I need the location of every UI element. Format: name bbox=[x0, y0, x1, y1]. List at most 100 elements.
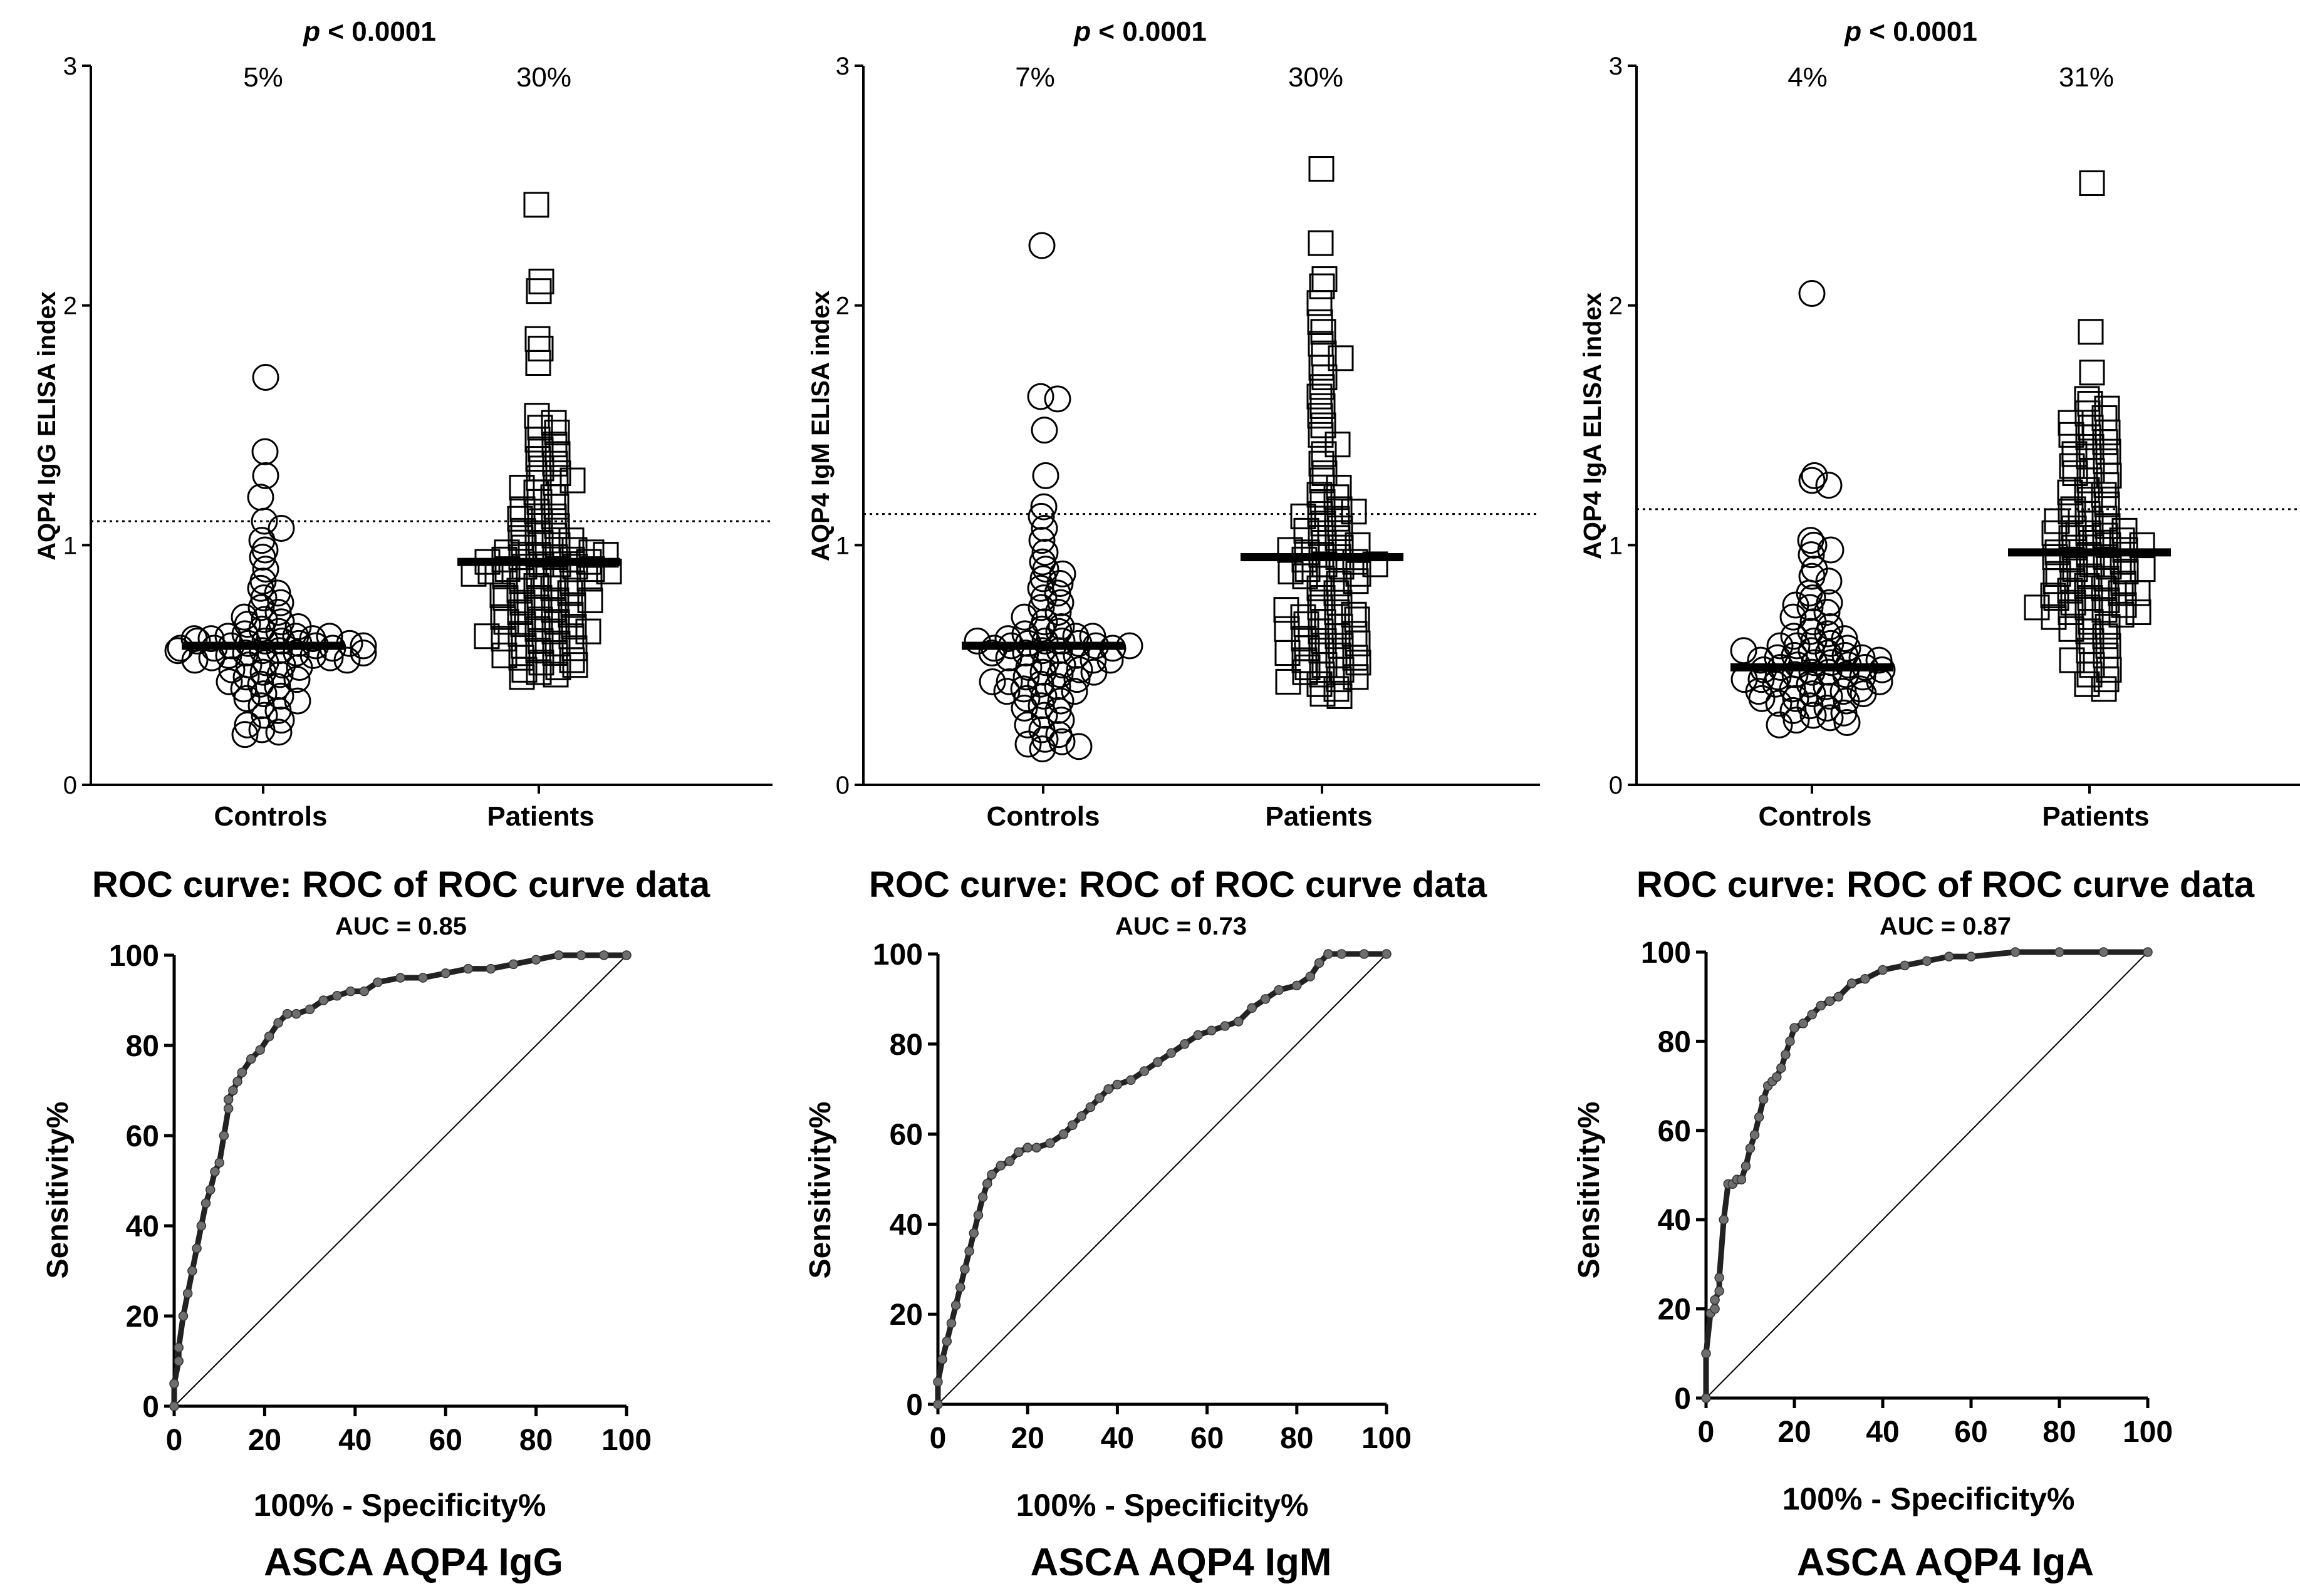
roc-point bbox=[169, 1379, 179, 1389]
roc-point bbox=[1023, 1143, 1033, 1153]
roc-point bbox=[1878, 965, 1888, 975]
control-point bbox=[1027, 383, 1054, 410]
patient-point bbox=[2096, 462, 2122, 489]
roc-point bbox=[182, 1288, 193, 1298]
p-italic: p bbox=[1844, 16, 1861, 47]
control-point bbox=[1779, 603, 1807, 631]
roc-point bbox=[1736, 1174, 1747, 1184]
x-tick-label: 0 bbox=[930, 1422, 947, 1455]
roc-title: ROC curve: ROC of ROC curve data bbox=[92, 864, 710, 905]
patient-point bbox=[1310, 412, 1336, 438]
patient-point bbox=[2075, 618, 2101, 645]
roc-curve-line bbox=[1703, 949, 2148, 1398]
roc-point bbox=[1758, 1094, 1769, 1104]
patient-point bbox=[1293, 611, 1319, 638]
control-point bbox=[1816, 589, 1843, 616]
patient-point bbox=[1290, 503, 1316, 529]
control-point bbox=[1815, 658, 1843, 686]
patient-point bbox=[528, 436, 554, 462]
patient-point bbox=[2096, 656, 2122, 683]
dot-plot-iga: p < 0.0001 AQP4 IgA ELISA index 4% 31% C… bbox=[1579, 16, 2300, 832]
roc-point bbox=[440, 968, 450, 978]
control-point bbox=[232, 663, 260, 691]
roc-point bbox=[1031, 1143, 1042, 1153]
control-point bbox=[283, 666, 311, 693]
control-point bbox=[1048, 613, 1075, 640]
y-axis-label: AQP4 IgG ELISA index bbox=[33, 291, 61, 561]
patient-point bbox=[541, 522, 568, 549]
patient-point bbox=[1277, 537, 1303, 563]
control-point bbox=[1031, 702, 1058, 729]
roc-point bbox=[1714, 1286, 1724, 1296]
x-tick-label: 60 bbox=[1954, 1416, 1987, 1449]
patient-point bbox=[1309, 566, 1335, 592]
p-value-title: p < 0.0001 bbox=[1844, 16, 1977, 47]
control-point bbox=[252, 363, 279, 391]
percent-label-patients: 31% bbox=[2059, 62, 2114, 93]
control-point bbox=[1030, 493, 1058, 521]
roc-point bbox=[1710, 1295, 1720, 1305]
roc-point bbox=[463, 963, 474, 974]
y-axis-label: Sensitivity% bbox=[1573, 1102, 1606, 1279]
patient-point bbox=[1345, 561, 1371, 587]
patient-point bbox=[2092, 429, 2118, 455]
roc-point bbox=[599, 950, 609, 960]
patient-point bbox=[1343, 664, 1369, 690]
patient-point bbox=[540, 484, 566, 510]
control-point bbox=[1028, 527, 1056, 554]
roc-point bbox=[622, 950, 632, 960]
control-point bbox=[1817, 536, 1845, 564]
patient-point bbox=[1307, 403, 1333, 429]
control-point bbox=[993, 678, 1021, 705]
percent-label-controls: 4% bbox=[1787, 62, 1828, 93]
roc-point bbox=[1741, 1161, 1751, 1171]
roc-point bbox=[1710, 1303, 1720, 1314]
y-tick-label: 60 bbox=[126, 1120, 159, 1153]
roc-point bbox=[1103, 1084, 1113, 1094]
patient-point bbox=[543, 566, 569, 592]
patient-point bbox=[2078, 415, 2104, 441]
y-tick-label: 0 bbox=[1609, 772, 1623, 799]
roc-point bbox=[174, 1342, 184, 1353]
patient-point bbox=[1310, 609, 1336, 635]
patient-point bbox=[541, 503, 567, 529]
control-point bbox=[1049, 560, 1076, 588]
patient-point bbox=[1275, 668, 1301, 695]
patient-point bbox=[2024, 594, 2050, 621]
roc-point bbox=[1139, 1066, 1150, 1076]
roc-point bbox=[1749, 1130, 1760, 1140]
patient-point bbox=[1307, 501, 1333, 527]
control-point bbox=[231, 721, 259, 749]
control-point bbox=[1066, 656, 1093, 683]
patient-point bbox=[559, 571, 586, 597]
control-point bbox=[1029, 637, 1056, 665]
patient-point bbox=[510, 611, 536, 638]
roc-point bbox=[264, 1031, 274, 1042]
control-point bbox=[1798, 562, 1826, 590]
roc-point bbox=[950, 1300, 961, 1310]
control-point bbox=[233, 685, 261, 712]
percent-label-patients: 30% bbox=[1288, 62, 1343, 93]
auc-label: AUC = 0.85 bbox=[335, 913, 467, 940]
patient-point bbox=[2091, 676, 2117, 702]
patient-point bbox=[2078, 609, 2104, 635]
control-point bbox=[1031, 725, 1059, 753]
control-point bbox=[247, 594, 275, 621]
y-tick-label: 1 bbox=[1609, 532, 1623, 559]
patient-point bbox=[2057, 479, 2083, 505]
category-label-controls: Controls bbox=[1759, 801, 1872, 832]
roc-point bbox=[1701, 1349, 1711, 1359]
patient-point bbox=[577, 587, 603, 613]
patient-point bbox=[2059, 546, 2085, 573]
control-point bbox=[1832, 661, 1860, 688]
roc-point bbox=[996, 1161, 1006, 1171]
patient-point bbox=[1326, 683, 1353, 709]
patient-point bbox=[2110, 571, 2136, 597]
roc-point bbox=[1860, 973, 1870, 984]
patient-point bbox=[1308, 450, 1335, 477]
control-point bbox=[1013, 685, 1041, 712]
roc-point bbox=[531, 955, 541, 965]
roc-point bbox=[318, 995, 329, 1005]
roc-point bbox=[1193, 1030, 1204, 1040]
roc-point bbox=[955, 1282, 965, 1292]
